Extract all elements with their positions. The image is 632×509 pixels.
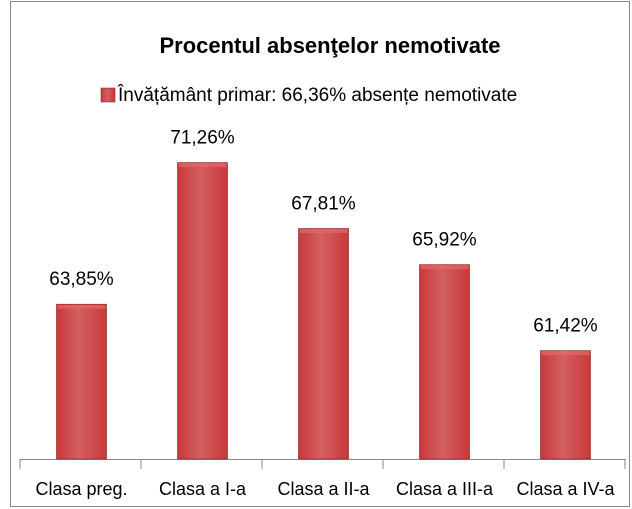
legend-label: Învățământ primar: 66,36% absențe nemoti… [117,84,517,106]
data-label: 67,81% [291,194,356,215]
data-label: 65,92% [412,230,477,251]
bar [177,162,228,460]
bar-top-bevel [420,265,469,270]
x-tick-label: Clasa a II-a [277,479,370,499]
x-tick-label: Clasa a III-a [396,479,494,499]
legend-swatch [100,87,116,103]
bar-top-bevel [541,351,590,356]
data-label: 61,42% [533,316,598,337]
bar [540,350,591,460]
bar [298,228,349,460]
bar-top-bevel [57,304,106,309]
bar-top-bevel [178,163,227,168]
bar [56,303,107,460]
data-label: 71,26% [170,128,235,149]
x-tick-label: Clasa preg. [35,479,127,499]
x-tick-label: Clasa a IV-a [516,479,615,499]
x-tick-label: Clasa a I-a [159,479,247,499]
bar-top-bevel [299,229,348,234]
bar [419,264,470,460]
chart-title: Procentul absenţelor nemotivate [159,33,500,58]
data-label: 63,85% [49,269,114,290]
